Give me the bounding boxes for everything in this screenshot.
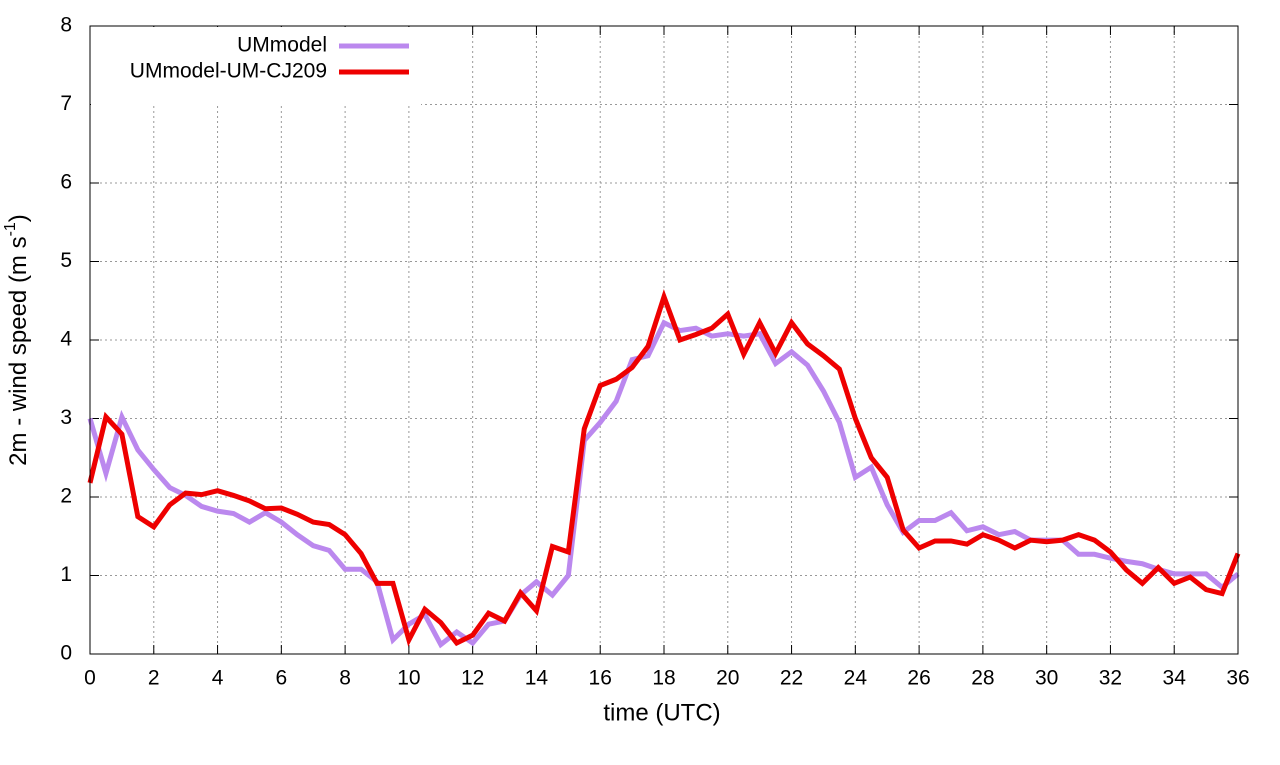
x-tick-label: 36 bbox=[1226, 667, 1249, 690]
y-tick-label: 4 bbox=[60, 328, 72, 351]
legend-box bbox=[91, 27, 421, 105]
x-tick-label: 14 bbox=[525, 667, 549, 690]
y-tick-label: 1 bbox=[60, 563, 72, 586]
y-tick-label: 7 bbox=[60, 92, 72, 115]
x-tick-label: 16 bbox=[589, 667, 612, 690]
x-tick-label: 22 bbox=[780, 667, 803, 690]
series-line bbox=[87, 289, 1241, 647]
y-label-sup: -1 bbox=[2, 222, 19, 236]
y-tick-label: 8 bbox=[60, 14, 72, 37]
plot-border bbox=[89, 25, 1239, 655]
x-tick-label: 8 bbox=[339, 667, 351, 690]
y-tick-label: 2 bbox=[60, 485, 72, 508]
y-axis-label: 2m - wind speed (m s-1) bbox=[2, 214, 32, 466]
x-tick-label: 20 bbox=[716, 667, 739, 690]
legend-label: UMmodel-UM-CJ209 bbox=[130, 60, 327, 83]
y-label-suffix: ) bbox=[5, 214, 32, 222]
x-tick-label: 34 bbox=[1163, 667, 1187, 690]
x-tick-label: 0 bbox=[84, 667, 96, 690]
x-tick-label: 10 bbox=[397, 667, 420, 690]
y-tick-label: 0 bbox=[60, 642, 72, 665]
x-tick-label: 28 bbox=[971, 667, 994, 690]
x-tick-label: 4 bbox=[212, 667, 224, 690]
x-tick-label: 30 bbox=[1035, 667, 1058, 690]
x-tick-label: 6 bbox=[275, 667, 287, 690]
y-tick-label: 6 bbox=[60, 171, 72, 194]
x-axis-label: time (UTC) bbox=[603, 699, 720, 726]
y-tick-label: 3 bbox=[60, 406, 72, 429]
y-label-text: 2m - wind speed (m s bbox=[5, 236, 32, 465]
y-tick-label: 5 bbox=[60, 249, 72, 272]
x-tick-label: 18 bbox=[652, 667, 675, 690]
x-tick-label: 24 bbox=[844, 667, 868, 690]
x-tick-label: 2 bbox=[148, 667, 160, 690]
x-tick-label: 32 bbox=[1099, 667, 1122, 690]
x-tick-label: 12 bbox=[461, 667, 484, 690]
legend-label: UMmodel bbox=[237, 34, 327, 57]
x-tick-label: 26 bbox=[907, 667, 930, 690]
